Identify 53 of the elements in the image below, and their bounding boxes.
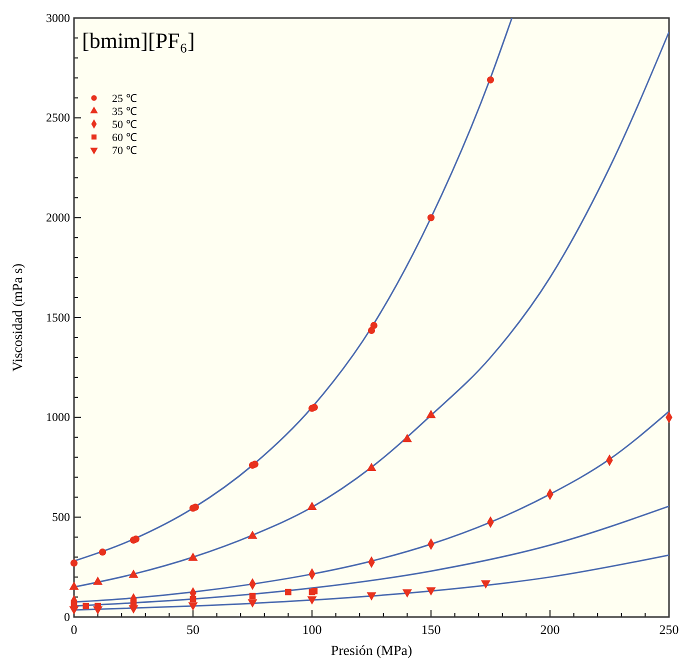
point bbox=[248, 530, 258, 539]
x-tick-label: 200 bbox=[540, 622, 560, 638]
x-tick-label: 250 bbox=[659, 622, 679, 638]
point bbox=[427, 214, 435, 222]
x-axis-title: Presión (MPa) bbox=[330, 644, 412, 659]
point bbox=[192, 504, 199, 511]
point bbox=[188, 602, 198, 611]
point bbox=[190, 596, 196, 602]
x-tick-label: 150 bbox=[421, 622, 441, 638]
y-tick-label: 2000 bbox=[46, 210, 70, 225]
point bbox=[285, 588, 292, 596]
point bbox=[69, 606, 79, 615]
point bbox=[366, 592, 376, 601]
point bbox=[402, 589, 412, 598]
legend-label: 25 ℃ bbox=[112, 93, 137, 105]
point bbox=[311, 588, 318, 594]
point bbox=[128, 605, 138, 614]
legend-label: 50 ℃ bbox=[112, 119, 137, 131]
x-tick-label: 100 bbox=[302, 622, 322, 638]
point bbox=[486, 76, 494, 84]
x-tick-label: 50 bbox=[186, 622, 200, 638]
point bbox=[92, 576, 103, 585]
point bbox=[366, 462, 376, 472]
y-tick-label: 1000 bbox=[46, 410, 70, 424]
point bbox=[82, 602, 90, 610]
legend-label: 70 ℃ bbox=[112, 145, 137, 157]
point bbox=[188, 552, 198, 561]
legend-label: 60 ℃ bbox=[112, 132, 137, 144]
point bbox=[69, 582, 79, 590]
point bbox=[132, 536, 140, 543]
point bbox=[310, 404, 318, 411]
y-tick-label: 500 bbox=[52, 510, 70, 524]
point bbox=[370, 322, 378, 330]
point bbox=[480, 580, 491, 589]
point bbox=[251, 460, 258, 468]
point bbox=[426, 410, 436, 418]
point bbox=[92, 606, 103, 615]
point bbox=[307, 502, 317, 510]
point bbox=[307, 596, 317, 605]
legend-label: 35 ℃ bbox=[112, 106, 137, 118]
annotation: [bmim][PF₆] bbox=[82, 28, 195, 53]
y-tick-label: 3000 bbox=[46, 10, 70, 25]
y-tick-label: 1500 bbox=[46, 310, 70, 324]
point bbox=[402, 434, 412, 442]
point bbox=[98, 548, 106, 556]
point bbox=[248, 599, 258, 608]
point bbox=[249, 592, 256, 600]
y-tick-label: 2500 bbox=[46, 110, 70, 125]
y-tick-label: 0 bbox=[64, 610, 70, 624]
point bbox=[70, 560, 78, 567]
point bbox=[426, 587, 436, 596]
y-axis-title: Viscosidad (mPa s) bbox=[11, 263, 26, 372]
point bbox=[128, 570, 138, 578]
